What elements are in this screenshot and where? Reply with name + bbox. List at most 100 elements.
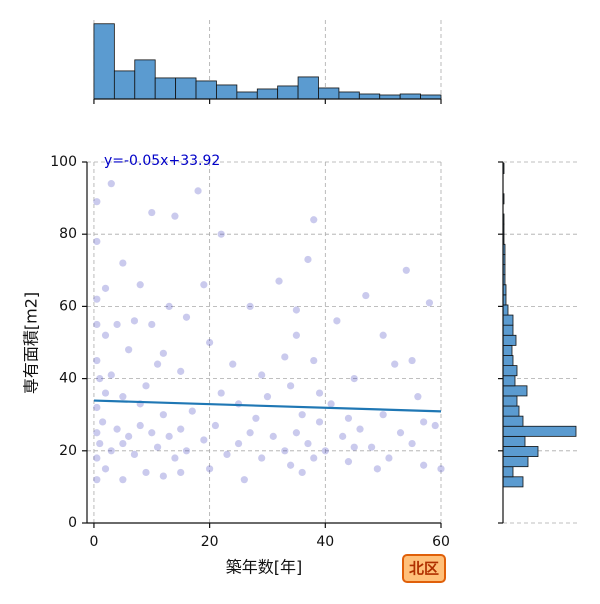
hist-bar	[502, 466, 514, 478]
point	[234, 439, 243, 448]
point	[263, 393, 272, 401]
point	[304, 255, 312, 264]
regression-label: y=-0.05x+33.92	[104, 153, 220, 169]
point	[93, 237, 101, 246]
point	[315, 418, 324, 426]
point	[159, 472, 167, 480]
point	[177, 425, 185, 433]
x-tick-label: 40	[316, 534, 334, 550]
point	[252, 414, 260, 422]
point	[182, 447, 191, 455]
point	[177, 367, 185, 375]
point	[142, 382, 150, 390]
point	[119, 476, 127, 484]
point	[211, 421, 220, 430]
point	[246, 429, 254, 437]
point	[93, 476, 101, 484]
hist-bar	[502, 375, 516, 387]
hist-bar	[134, 59, 156, 100]
hist-bar	[502, 385, 528, 397]
hist-bar	[502, 456, 529, 468]
point	[206, 465, 214, 473]
point	[258, 454, 266, 462]
point	[217, 230, 225, 238]
hist-bar	[93, 23, 115, 100]
hist-bar	[502, 355, 514, 367]
hist-bar	[358, 93, 381, 100]
point	[379, 411, 387, 419]
point	[391, 360, 399, 368]
point	[96, 375, 104, 383]
hist-bar	[154, 77, 177, 100]
hist-bar	[256, 88, 279, 100]
hist-bar	[502, 334, 517, 346]
hist-bar	[297, 76, 319, 100]
point	[327, 400, 335, 408]
point	[165, 302, 173, 310]
point	[206, 338, 214, 347]
point	[240, 476, 248, 484]
point	[101, 465, 110, 473]
point	[217, 389, 225, 397]
y-tick-label: 100	[50, 154, 77, 170]
point	[362, 291, 370, 300]
point	[159, 411, 167, 419]
point	[315, 389, 324, 397]
hist-bar	[420, 94, 442, 100]
point	[367, 443, 376, 451]
point	[93, 454, 101, 462]
point	[339, 432, 347, 440]
point	[275, 277, 283, 285]
hist-bar	[236, 91, 258, 100]
point	[194, 187, 202, 195]
point	[96, 439, 104, 448]
point	[125, 432, 133, 440]
point	[125, 346, 133, 354]
point	[101, 331, 110, 339]
point	[420, 461, 428, 469]
point	[414, 393, 422, 401]
point	[350, 375, 358, 383]
point	[93, 356, 101, 365]
point	[148, 208, 156, 217]
point	[292, 306, 300, 314]
point	[292, 429, 300, 437]
point	[171, 454, 179, 462]
point	[350, 443, 358, 451]
point	[177, 468, 185, 477]
y-tick-label: 0	[68, 515, 77, 531]
point	[113, 320, 121, 329]
point	[223, 450, 231, 459]
point	[99, 418, 107, 426]
point	[148, 320, 156, 329]
point	[287, 461, 295, 469]
hist-bar	[379, 94, 401, 100]
hist-bar	[502, 425, 577, 437]
point	[165, 432, 173, 440]
point	[385, 454, 393, 462]
y-tick-label: 60	[59, 298, 77, 314]
x-axis-label: 築年数[年]	[226, 558, 303, 577]
point	[130, 317, 139, 325]
hist-bar	[502, 365, 518, 377]
point	[93, 295, 101, 303]
y-axis-label: 専有面積[m2]	[22, 292, 41, 394]
point	[200, 436, 208, 444]
point	[107, 447, 115, 455]
hist-bar	[195, 80, 217, 100]
hist-bar	[502, 395, 518, 407]
point	[107, 371, 115, 379]
point	[101, 284, 110, 292]
point	[136, 421, 144, 430]
hist-bar	[502, 435, 526, 447]
point	[229, 360, 237, 368]
point	[333, 317, 341, 325]
hist-bar	[502, 324, 514, 336]
point	[298, 411, 306, 419]
hist-bar	[502, 446, 539, 457]
point	[304, 439, 312, 448]
point	[171, 212, 179, 220]
point	[148, 429, 156, 437]
